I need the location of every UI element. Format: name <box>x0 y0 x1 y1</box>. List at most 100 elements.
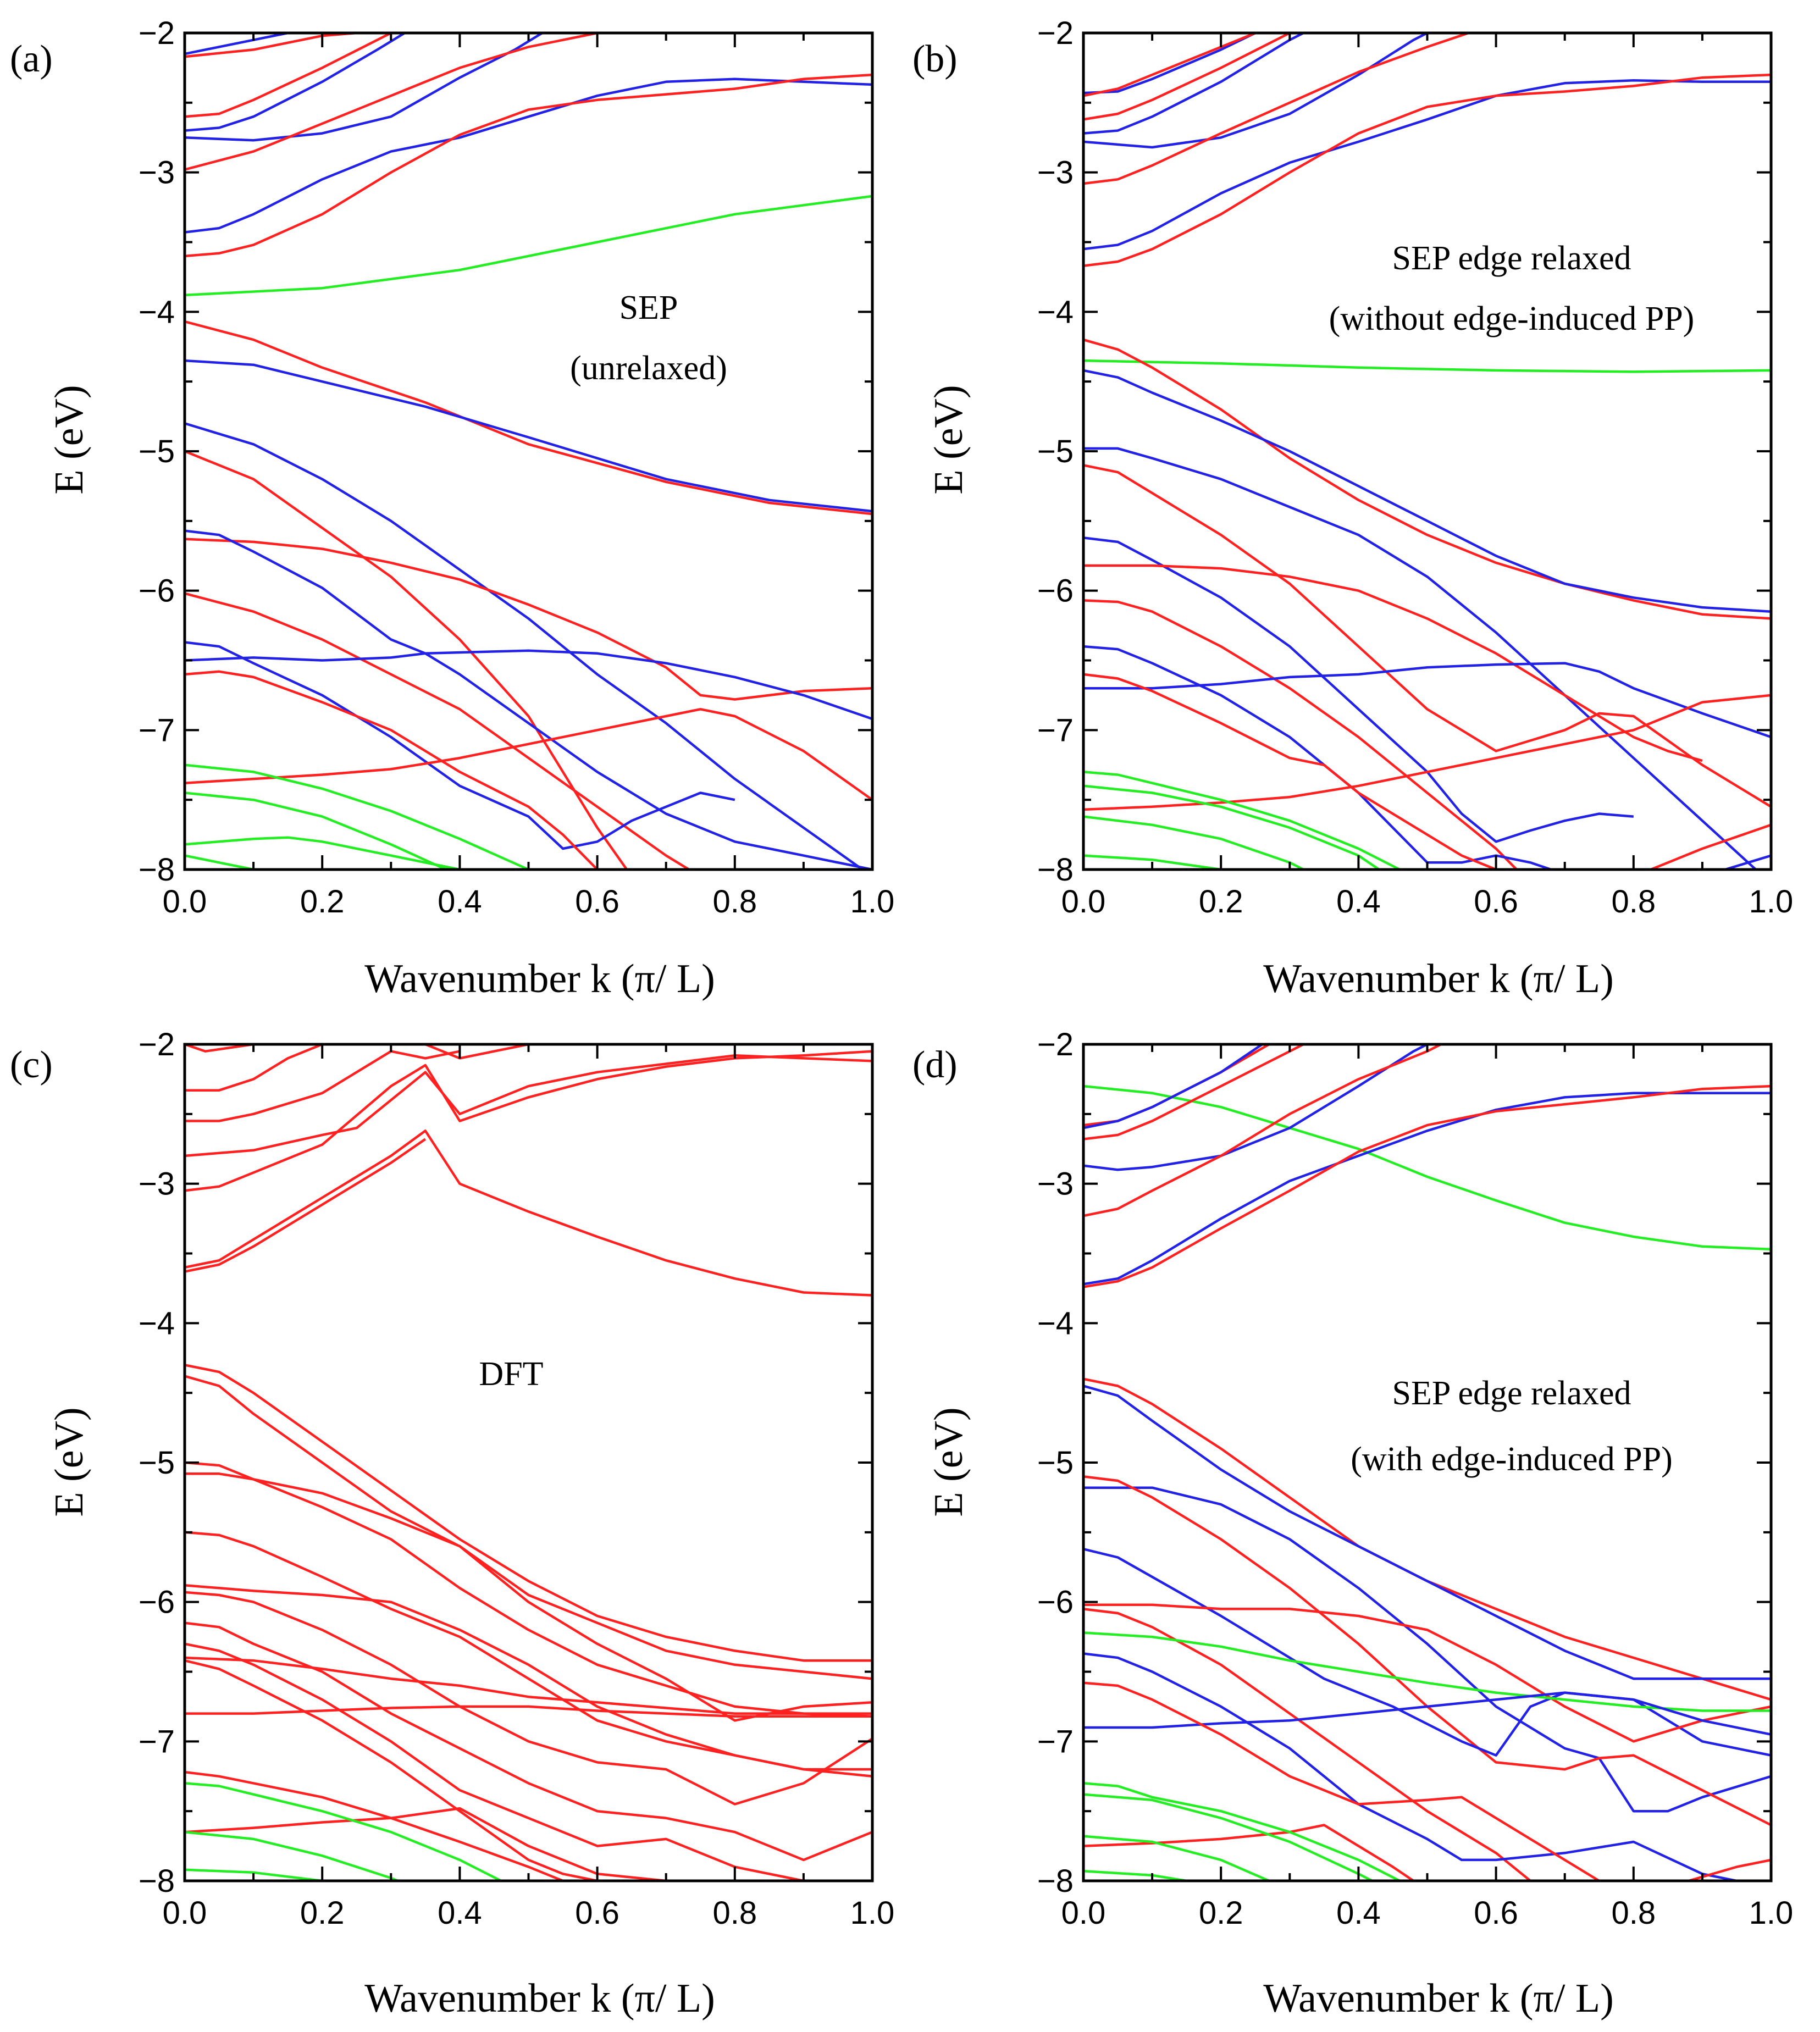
band-line-green-22 <box>1083 1835 1270 1881</box>
y-tick-label: −3 <box>139 1166 175 1202</box>
x-tick-label: 0.2 <box>300 1895 345 1931</box>
band-line-red-11 <box>185 1472 872 1722</box>
x-tick-label: 1.0 <box>850 884 895 920</box>
band-line-green-0 <box>1083 1084 1771 1251</box>
band-line-blue-9 <box>1083 1385 1771 1680</box>
band-line-blue-2 <box>185 359 872 513</box>
annotation-text: SEP <box>619 289 678 326</box>
y-tick-label: −4 <box>1037 294 1074 330</box>
x-axis-label: Wavenumber k (π/ L) <box>364 956 715 1001</box>
band-line-red-10 <box>185 670 599 870</box>
band-line-red-6 <box>1083 564 1703 762</box>
y-tick-label: −7 <box>139 712 175 748</box>
y-tick-label: −5 <box>1037 1445 1074 1481</box>
band-line-red-2 <box>185 1050 872 1192</box>
x-tick-label: 0.0 <box>1061 1895 1106 1931</box>
band-line-red-8 <box>1083 1377 1771 1701</box>
x-tick-label: 0.8 <box>712 884 757 920</box>
band-line-blue-21 <box>1083 33 1304 135</box>
series-group <box>185 1044 872 1881</box>
panel-label: (d) <box>912 1044 958 1086</box>
x-tick-label: 0.8 <box>712 1895 757 1931</box>
band-line-blue-17 <box>1083 1691 1771 1736</box>
x-tick-label: 0.4 <box>1336 884 1381 920</box>
band-line-red-20 <box>185 1770 563 1881</box>
band-line-red-4 <box>1083 464 1771 808</box>
band-line-red-25 <box>1083 73 1771 267</box>
band-line-green-24 <box>185 1868 323 1881</box>
y-tick-label: −2 <box>1037 15 1074 51</box>
band-line-green-23 <box>185 1830 399 1881</box>
band-line-red-14 <box>1083 1608 1531 1881</box>
y-tick-label: −3 <box>1037 155 1074 191</box>
band-line-green-23 <box>1083 1869 1187 1881</box>
band-line-blue-2 <box>1083 369 1771 613</box>
band-line-green-13 <box>1083 784 1380 870</box>
series-group <box>1083 1044 1771 1881</box>
x-tick-label: 0.6 <box>575 1895 619 1931</box>
x-tick-label: 0.8 <box>1611 884 1656 920</box>
panel-label: (b) <box>912 38 958 80</box>
x-tick-label: 0.2 <box>300 884 345 920</box>
annotation-text: (without edge-induced PP) <box>1329 300 1695 337</box>
chart-panel-2: 0.0 0.2 0.4 0.6 0.8 1.0 −2 −3 −4 −5 −6 −7 −8 Wavenumb… <box>10 1027 894 2021</box>
x-tick-label: 1.0 <box>1749 884 1794 920</box>
y-axis-label: E (eV) <box>926 1407 971 1516</box>
band-line-blue-8 <box>185 641 735 850</box>
band-line-blue-22 <box>185 77 872 234</box>
panel-label: (a) <box>10 38 53 80</box>
series-group <box>185 33 872 870</box>
band-line-red-13 <box>1083 1603 1771 1743</box>
band-line-red-19 <box>1083 33 1256 97</box>
y-tick-label: −2 <box>1037 1027 1074 1062</box>
y-tick-label: −3 <box>139 155 175 191</box>
band-line-red-5 <box>185 538 872 701</box>
x-tick-label: 0.0 <box>1061 884 1106 920</box>
band-line-green-15 <box>185 854 254 870</box>
band-line-red-24 <box>1688 1858 1771 1881</box>
y-tick-label: −8 <box>1037 852 1074 888</box>
band-line-green-14 <box>1083 815 1304 870</box>
y-tick-label: −4 <box>1037 1305 1074 1341</box>
band-line-red-10 <box>185 1461 872 1718</box>
band-line-red-1 <box>1083 338 1771 620</box>
x-tick-label: 1.0 <box>1749 1895 1794 1931</box>
x-axis-label: Wavenumber k (π/ L) <box>364 1976 715 2021</box>
band-line-green-21 <box>1083 1793 1373 1881</box>
band-line-red-21 <box>185 1807 666 1881</box>
x-tick-label: 0.2 <box>1199 1895 1243 1931</box>
band-line-red-23 <box>185 73 872 258</box>
band-line-red-10 <box>1083 673 1497 870</box>
band-line-red-15 <box>185 1621 872 1862</box>
band-line-red-23 <box>1083 33 1469 185</box>
annotation-text: DFT <box>479 1355 543 1393</box>
band-line-green-0 <box>1083 359 1771 373</box>
y-tick-label: −3 <box>1037 1166 1074 1202</box>
band-line-blue-3 <box>1083 447 1758 870</box>
band-line-blue-20 <box>185 33 543 142</box>
band-line-red-4 <box>185 450 628 870</box>
band-line-blue-16 <box>1083 1652 1743 1881</box>
band-line-red-18 <box>1083 1681 1600 1881</box>
band-line-red-17 <box>185 1659 598 1881</box>
x-tick-label: 0.6 <box>1474 1895 1518 1931</box>
band-line-green-20 <box>1083 1782 1401 1881</box>
band-line-red-6 <box>185 1044 254 1053</box>
y-tick-label: −5 <box>139 1445 175 1481</box>
band-line-green-12 <box>1083 771 1401 870</box>
annotation-text: SEP edge relaxed <box>1392 1375 1631 1412</box>
band-line-red-12 <box>185 1531 872 1771</box>
x-tick-label: 0.6 <box>575 884 619 920</box>
y-tick-label: −8 <box>1037 1863 1074 1899</box>
band-line-blue-19 <box>185 33 406 132</box>
band-line-red-7 <box>1083 599 1518 870</box>
band-line-green-14 <box>185 836 460 870</box>
band-line-blue-4 <box>1083 1044 1428 1171</box>
band-line-red-19 <box>1083 1824 1414 1881</box>
y-tick-label: −2 <box>139 15 175 51</box>
band-line-red-4 <box>185 1050 460 1122</box>
band-line-blue-2 <box>1083 1044 1263 1129</box>
x-tick-label: 1.0 <box>850 1895 895 1931</box>
x-tick-label: 0.0 <box>163 884 207 920</box>
band-line-green-12 <box>185 763 529 870</box>
